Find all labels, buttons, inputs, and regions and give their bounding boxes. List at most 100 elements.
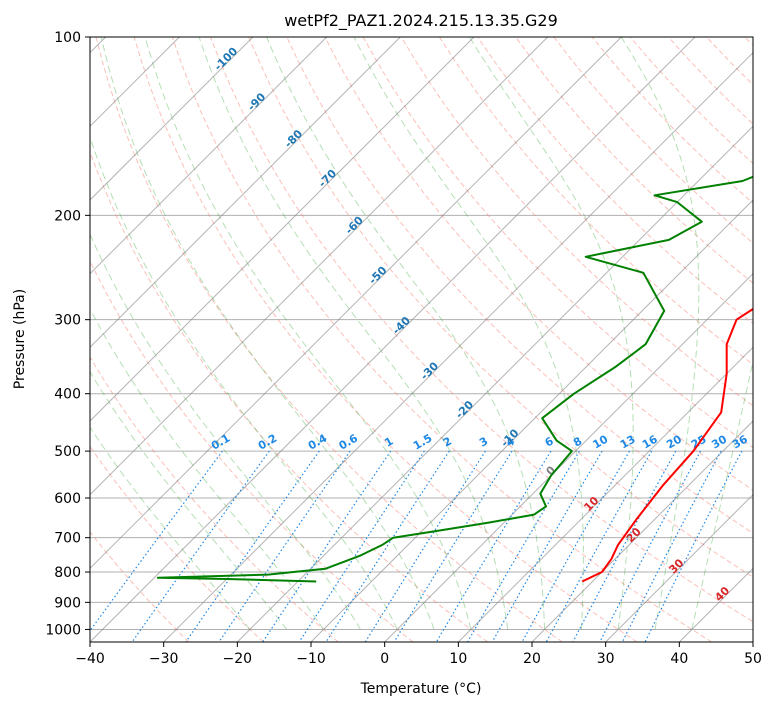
isotherm-line — [90, 37, 401, 349]
isotherm-label: 40 — [712, 584, 732, 604]
mixing-ratio-line — [185, 450, 320, 642]
y-tick-label: 700 — [54, 531, 81, 547]
dry-adiabat — [90, 259, 414, 642]
isotherm-label: -90 — [245, 90, 268, 113]
mixing-ratio-line — [466, 450, 580, 642]
mixing-ratio-line — [545, 450, 653, 642]
isotherm-line — [90, 37, 254, 201]
x-tick-label: −40 — [75, 651, 105, 667]
x-axis-title: Temperature (°C) — [360, 681, 482, 697]
dry-adiabat — [90, 531, 190, 642]
y-tick-label: 1000 — [45, 622, 81, 638]
mixing-ratio-line — [572, 450, 677, 642]
x-tick-label: 0 — [380, 651, 389, 667]
moist-adiabat — [90, 232, 361, 630]
dry-adiabat — [668, 37, 753, 125]
isotherm-line — [310, 199, 753, 642]
isotherm-line — [90, 37, 549, 496]
dry-adiabat — [90, 356, 339, 642]
moist-adiabat — [469, 37, 634, 630]
y-tick-label: 600 — [54, 491, 81, 507]
mixing-ratio-label: 30 — [709, 432, 729, 451]
dry-adiabat — [133, 37, 638, 642]
mixing-ratio-label: 1 — [382, 435, 395, 450]
dry-adiabat — [95, 37, 563, 642]
isotherm-line — [90, 37, 622, 570]
moist-adiabat — [144, 37, 472, 630]
dry-adiabat — [744, 37, 753, 47]
isotherm-line — [163, 51, 753, 642]
moist-adiabat — [90, 135, 398, 630]
dry-adiabat — [438, 37, 753, 366]
x-tick-label: 50 — [744, 651, 762, 667]
moist-adiabat — [620, 37, 700, 630]
isotherm-label: -10 — [498, 426, 521, 449]
dry-adiabat — [324, 37, 753, 491]
mixing-ratio-line — [90, 450, 223, 632]
mixing-ratio-label: 8 — [571, 435, 584, 450]
x-tick-label: −30 — [149, 651, 179, 667]
moist-adiabat — [90, 370, 288, 630]
isotherm-label: 20 — [624, 525, 644, 545]
dry-adiabat — [248, 37, 753, 578]
axes: −40 −30 −20 −10 0 10 20 30 40 50 100 200 300 400 500 60… — [45, 30, 762, 667]
mixing-ratio-line — [298, 450, 425, 642]
y-tick-label: 500 — [54, 444, 81, 460]
background-lines — [90, 37, 753, 642]
y-tick-label: 300 — [54, 313, 81, 329]
mixing-ratio-label: 36 — [730, 432, 750, 451]
y-axis-title: Pressure (hPa) — [12, 289, 28, 389]
mixing-ratio-line — [491, 450, 603, 642]
isotherm-label: -40 — [390, 314, 413, 337]
mixing-ratio-label: 16 — [640, 432, 660, 451]
isotherm-label: 30 — [666, 556, 686, 576]
y-tick-label: 200 — [54, 208, 81, 224]
mixing-ratio-line — [521, 450, 631, 642]
mixing-ratio-line — [325, 450, 450, 642]
mixing-ratio-line — [131, 450, 270, 642]
dry-adiabat — [553, 37, 753, 244]
isotherm-label: -100 — [212, 44, 241, 73]
dry-adiabat — [90, 150, 488, 642]
dry-adiabat — [706, 37, 753, 86]
x-tick-label: 10 — [449, 651, 467, 667]
isotherm-label: -20 — [453, 398, 476, 421]
mixing-ratio-line — [599, 450, 702, 642]
temperature-profile — [581, 307, 753, 583]
y-tick-label: 100 — [54, 30, 81, 46]
moist-adiabat — [353, 37, 584, 630]
moist-adiabat — [100, 37, 435, 630]
isotherm-label: -80 — [282, 127, 305, 150]
moist-adiabat — [198, 37, 509, 630]
isotherm-label: 10 — [581, 494, 601, 514]
isotherm-line — [605, 493, 753, 642]
dry-adiabat — [515, 37, 753, 284]
isotherm-line — [90, 37, 475, 422]
isotherm-line — [752, 641, 753, 642]
mixing-ratio-line — [393, 450, 513, 642]
y-tick-label: 400 — [54, 387, 81, 403]
moist-adiabat — [266, 37, 546, 630]
dry-adiabat — [90, 445, 264, 642]
profiles — [156, 175, 753, 583]
mixing-ratio-line — [218, 450, 351, 642]
plot-frame — [89, 36, 754, 643]
dry-adiabat — [210, 37, 753, 623]
isotherm-label: -70 — [316, 167, 339, 190]
isotherm-line — [90, 37, 696, 642]
x-tick-label: 40 — [670, 651, 688, 667]
x-tick-label: −10 — [296, 651, 326, 667]
moist-adiabat — [691, 358, 753, 630]
moist-adiabat — [90, 426, 251, 630]
mixing-ratio-label: 3 — [477, 435, 490, 450]
mixing-ratio-label: 20 — [664, 432, 684, 451]
mixing-ratio-line — [262, 450, 392, 642]
mixing-ratio-line — [621, 450, 722, 642]
y-tick-label: 800 — [54, 565, 81, 581]
x-tick-label: 20 — [523, 651, 541, 667]
dry-adiabat — [171, 37, 712, 642]
dry-adiabat — [362, 37, 753, 449]
x-tick-label: −20 — [223, 651, 253, 667]
mixing-ratio-label: 1.5 — [411, 432, 434, 453]
